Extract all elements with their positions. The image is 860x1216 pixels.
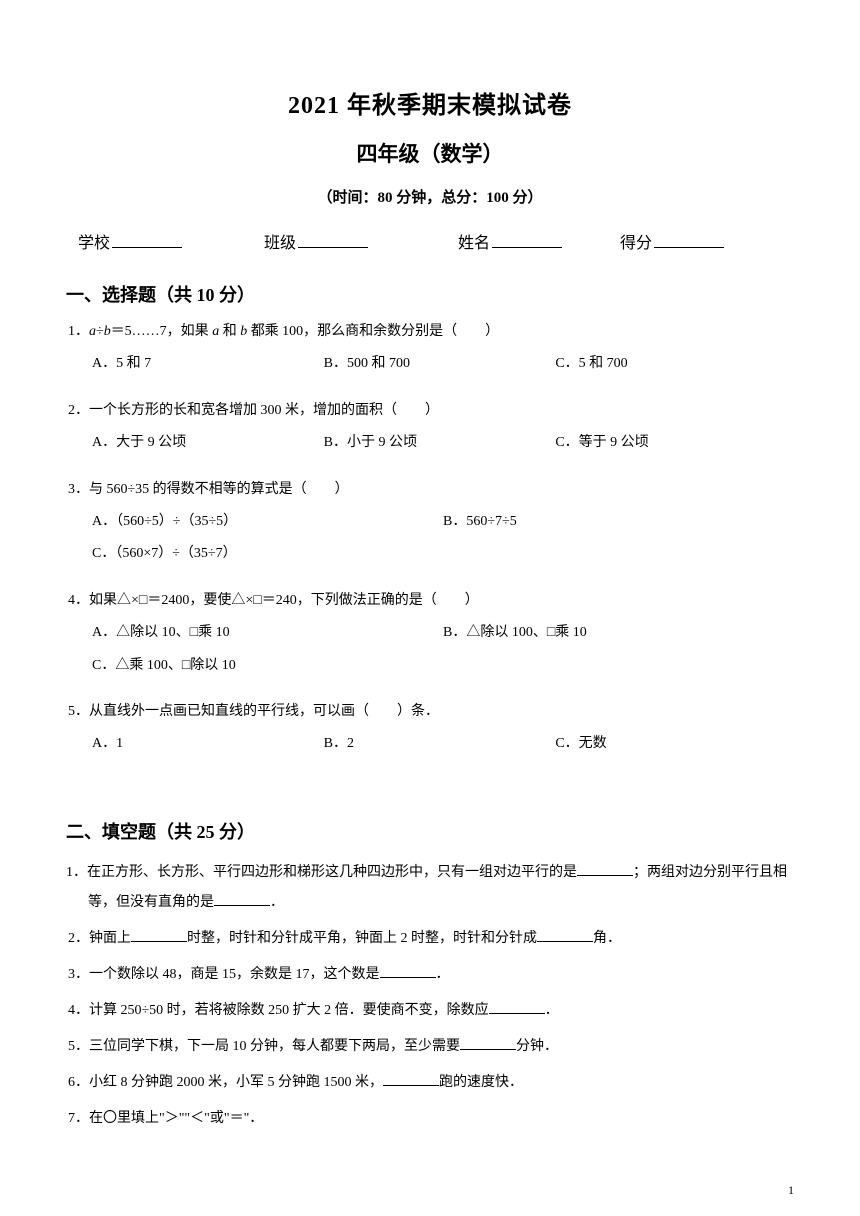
fq4-blank[interactable] — [489, 1013, 545, 1014]
question-2: 2．一个长方形的长和宽各增加 300 米，增加的面积（ ） A．大于 9 公顷 … — [66, 400, 794, 465]
fq2-blank1[interactable] — [131, 941, 187, 942]
class-blank[interactable] — [298, 247, 368, 248]
q1-optB[interactable]: B．500 和 700 — [324, 353, 556, 375]
score-label: 得分 — [620, 229, 652, 253]
q2-optC[interactable]: C．等于 9 公顷 — [555, 432, 787, 454]
name-field: 姓名 — [458, 229, 562, 253]
fq6-blank[interactable] — [383, 1085, 439, 1086]
q3-text: 3．与 560÷35 的得数不相等的算式是（ ） — [68, 479, 794, 501]
section1-header: 一、选择题（共 10 分） — [66, 281, 794, 307]
fq3-blank[interactable] — [380, 977, 436, 978]
q1-optA[interactable]: A．5 和 7 — [92, 353, 324, 375]
q5-optC[interactable]: C．无数 — [555, 733, 787, 755]
question-5: 5．从直线外一点画已知直线的平行线，可以画（ ）条． A．1 B．2 C．无数 — [66, 701, 794, 766]
name-label: 姓名 — [458, 229, 490, 253]
q5-optA[interactable]: A．1 — [92, 733, 324, 755]
q5-optB[interactable]: B．2 — [324, 733, 556, 755]
fq4-a: 4．计算 250÷50 时，若将被除数 250 扩大 2 倍．要使商不变，除数应 — [68, 1003, 489, 1018]
fq5-blank[interactable] — [460, 1049, 516, 1050]
fq1-blank1[interactable] — [577, 875, 633, 876]
q4-text: 4．如果△×□＝2400，要使△×□＝240，下列做法正确的是（ ） — [68, 590, 794, 612]
fq1-b: ；两组对边分 — [633, 865, 717, 880]
fq3-b: ． — [436, 967, 450, 982]
q4-optB[interactable]: B．△除以 100、□乘 10 — [443, 622, 794, 644]
class-label: 班级 — [264, 229, 296, 253]
q2-text: 2．一个长方形的长和宽各增加 300 米，增加的面积（ ） — [68, 400, 794, 422]
q2-optA[interactable]: A．大于 9 公顷 — [92, 432, 324, 454]
school-blank[interactable] — [112, 247, 182, 248]
name-blank[interactable] — [492, 247, 562, 248]
fq2-c: 角． — [593, 931, 621, 946]
student-info-line: 学校 班级 姓名 得分 — [66, 229, 794, 253]
q4-optA[interactable]: A．△除以 10、□乘 10 — [92, 622, 443, 644]
school-label: 学校 — [78, 229, 110, 253]
fq6-b: 跑的速度快． — [439, 1075, 523, 1090]
q4-optC[interactable]: C．△乘 100、□除以 10 — [92, 655, 794, 677]
school-field: 学校 — [78, 229, 182, 253]
q3-optB[interactable]: B．560÷7÷5 — [443, 511, 794, 533]
fq2-a: 2．钟面上 — [68, 931, 131, 946]
title-main: 2021 年秋季期末模拟试卷 — [66, 85, 794, 120]
fq1-blank2[interactable] — [214, 905, 270, 906]
question-4: 4．如果△×□＝2400，要使△×□＝240，下列做法正确的是（ ） A．△除以… — [66, 590, 794, 687]
page-number: 1 — [788, 1183, 794, 1198]
exam-info: （时间：80 分钟，总分：100 分） — [66, 186, 794, 207]
fq1-a: 1．在正方形、长方形、平行四边形和梯形这几种四边形中，只有一组对边平行的是 — [66, 865, 577, 880]
q3-optC[interactable]: C．（560×7）÷（35÷7） — [92, 543, 794, 565]
fill-q5: 5．三位同学下棋，下一局 10 分钟，每人都要下两局，至少需要 分钟． — [66, 1032, 794, 1062]
fq2-blank2[interactable] — [537, 941, 593, 942]
fq1-d: ． — [270, 895, 284, 910]
score-field: 得分 — [620, 229, 724, 253]
fill-q1: 1．在正方形、长方形、平行四边形和梯形这几种四边形中，只有一组对边平行的是 ；两组… — [66, 858, 794, 918]
class-field: 班级 — [264, 229, 368, 253]
fill-q3: 3．一个数除以 48，商是 15，余数是 17，这个数是 ． — [66, 960, 794, 990]
section2-header: 二、填空题（共 25 分） — [66, 818, 794, 844]
score-blank[interactable] — [654, 247, 724, 248]
fq6-a: 6．小红 8 分钟跑 2000 米，小军 5 分钟跑 1500 米， — [68, 1075, 383, 1090]
q3-optA[interactable]: A．（560÷5）÷（35÷5） — [92, 511, 443, 533]
fill-q4: 4．计算 250÷50 时，若将被除数 250 扩大 2 倍．要使商不变，除数应… — [66, 996, 794, 1026]
q1-optC[interactable]: C．5 和 700 — [555, 353, 787, 375]
fq2-b: 时整，时针和分针成平角，钟面上 2 时整，时针和分针成 — [187, 931, 537, 946]
question-1: 1．a÷b＝5……7，如果 a 和 b 都乘 100，那么商和余数分别是（ ） … — [66, 321, 794, 386]
fill-q2: 2．钟面上 时整，时针和分针成平角，钟面上 2 时整，时针和分针成 角． — [66, 924, 794, 954]
fq4-b: ． — [545, 1003, 559, 1018]
fq5-b: 分钟． — [516, 1039, 558, 1054]
title-sub: 四年级（数学） — [66, 138, 794, 168]
q2-optB[interactable]: B．小于 9 公顷 — [324, 432, 556, 454]
fq7-text: 7．在〇里填上"＞""＜"或"＝"． — [68, 1111, 263, 1126]
question-3: 3．与 560÷35 的得数不相等的算式是（ ） A．（560÷5）÷（35÷5… — [66, 479, 794, 576]
fq3-a: 3．一个数除以 48，商是 15，余数是 17，这个数是 — [68, 967, 380, 982]
q5-text: 5．从直线外一点画已知直线的平行线，可以画（ ）条． — [68, 701, 794, 723]
fill-q7: 7．在〇里填上"＞""＜"或"＝"． — [66, 1104, 794, 1134]
fq5-a: 5．三位同学下棋，下一局 10 分钟，每人都要下两局，至少需要 — [68, 1039, 460, 1054]
fill-q6: 6．小红 8 分钟跑 2000 米，小军 5 分钟跑 1500 米， 跑的速度快． — [66, 1068, 794, 1098]
q1-text: 1．a÷b＝5……7，如果 a 和 b 都乘 100，那么商和余数分别是（ ） — [68, 321, 794, 343]
